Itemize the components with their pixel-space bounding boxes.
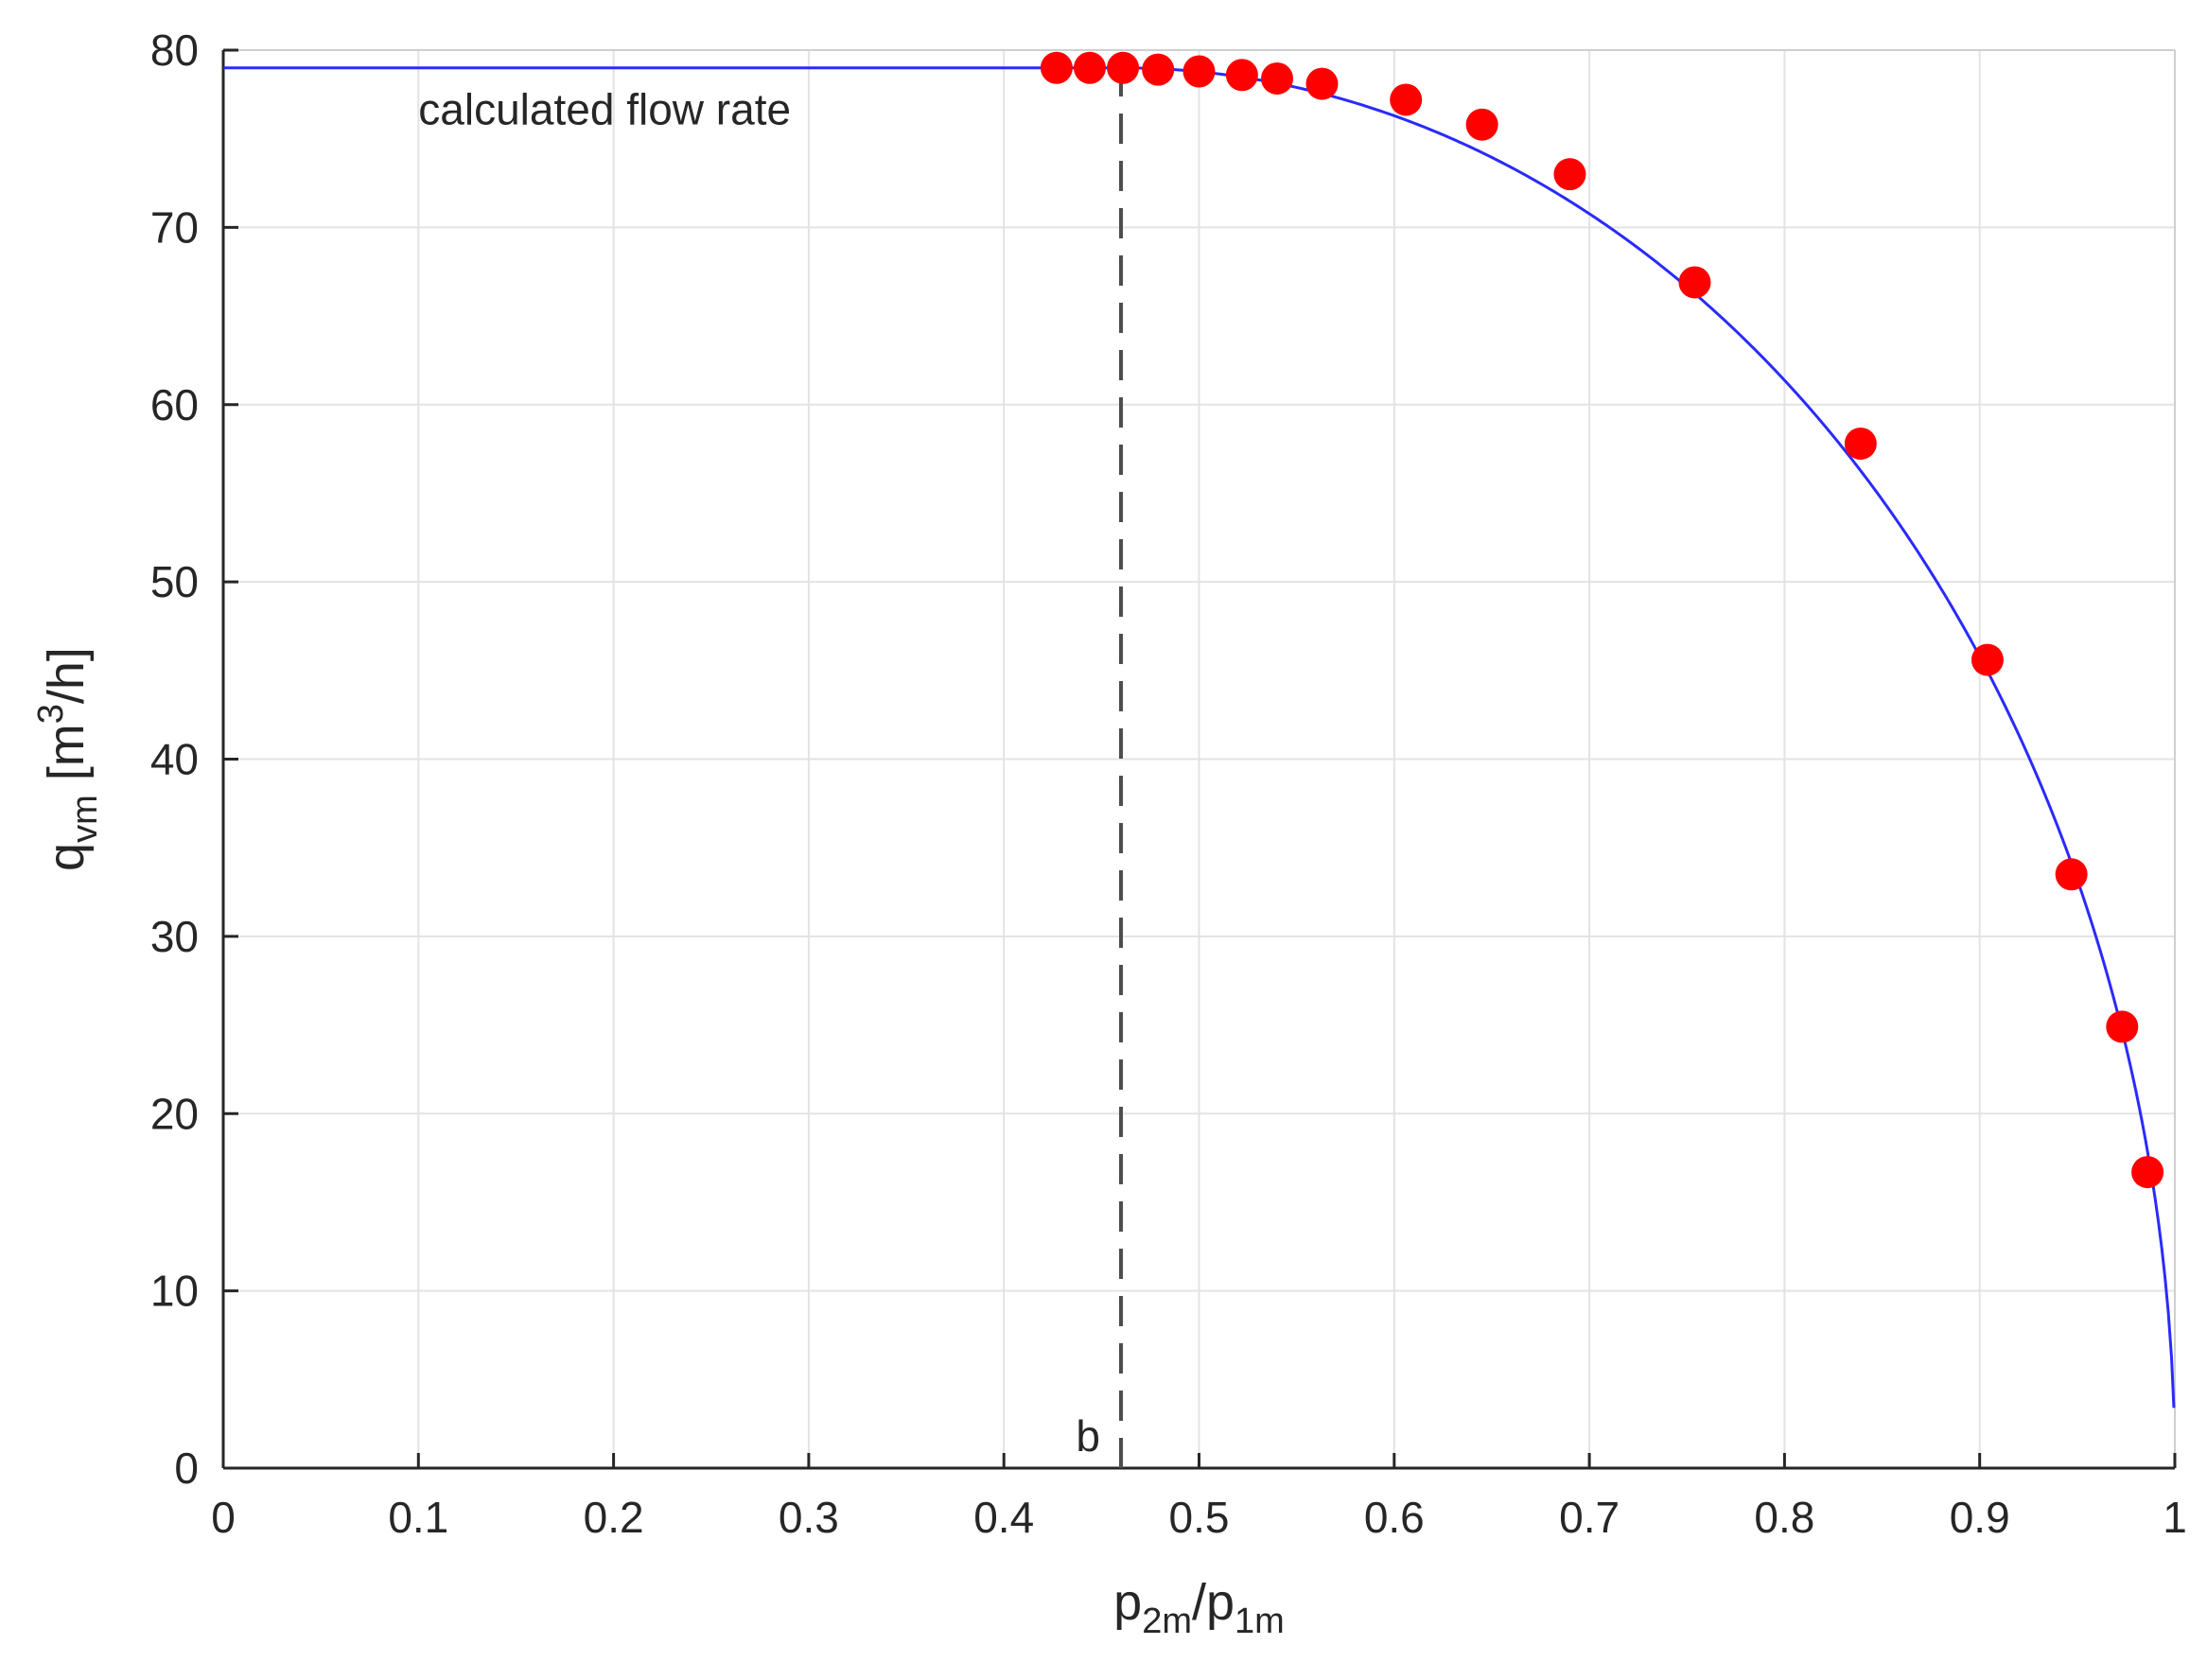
annotations: calculated flow rate b — [418, 85, 1100, 1461]
x-tick-label: 0 — [211, 1493, 236, 1542]
x-tick-label: 0.2 — [584, 1493, 644, 1542]
measured-point — [1225, 59, 1258, 92]
y-tick-label: 50 — [150, 557, 199, 606]
measured-point — [1142, 53, 1175, 86]
y-tick-label: 10 — [150, 1267, 199, 1316]
measured-point — [1073, 51, 1106, 84]
y-tick-label: 80 — [150, 26, 199, 75]
measured-point — [1040, 51, 1073, 84]
axis-labels: p2m/p1m qvm [m3/h] — [31, 647, 1285, 1641]
measured-point — [1305, 67, 1339, 100]
x-tick-label: 0.5 — [1169, 1493, 1230, 1542]
x-tick-label: 0.9 — [1950, 1493, 2010, 1542]
measured-point — [1107, 51, 1140, 84]
measured-point — [1971, 643, 2004, 676]
x-tick-label: 0.8 — [1754, 1493, 1814, 1542]
measured-point — [1553, 158, 1586, 191]
x-tick-label: 1 — [2163, 1493, 2187, 1542]
y-tick-label: 0 — [174, 1444, 199, 1493]
critical-marker-label: b — [1076, 1411, 1100, 1461]
x-tick-label: 0.1 — [388, 1493, 448, 1542]
axes: 0 0.1 0.2 0.3 0.4 0.5 0.6 0.7 0.8 0.9 101020304050… — [150, 26, 2187, 1542]
x-tick-label: 0.4 — [973, 1493, 1034, 1542]
measured-point — [2055, 858, 2088, 891]
y-tick-label: 20 — [150, 1089, 199, 1138]
series-layer — [223, 51, 2176, 1468]
x-axis-title: p2m/p1m — [1113, 1574, 1285, 1641]
x-tick-label: 0.3 — [779, 1493, 839, 1542]
x-tick-label: 0.7 — [1559, 1493, 1620, 1542]
y-axis-title: qvm [m3/h] — [31, 647, 105, 871]
measured-point — [1678, 266, 1711, 299]
x-tick-label: 0.6 — [1364, 1493, 1425, 1542]
measured-point — [2131, 1156, 2164, 1189]
measured-point — [1465, 108, 1498, 141]
y-tick-label: 60 — [150, 380, 199, 429]
y-tick-label: 70 — [150, 202, 199, 252]
y-tick-label: 40 — [150, 735, 199, 784]
y-tick-label: 30 — [150, 912, 199, 961]
measured-point — [1261, 61, 1294, 95]
measured-point — [2106, 1010, 2139, 1043]
measured-point — [1844, 427, 1877, 460]
measured-point — [1390, 83, 1423, 116]
measured-point — [1182, 55, 1216, 88]
curve-label: calculated flow rate — [418, 85, 791, 134]
